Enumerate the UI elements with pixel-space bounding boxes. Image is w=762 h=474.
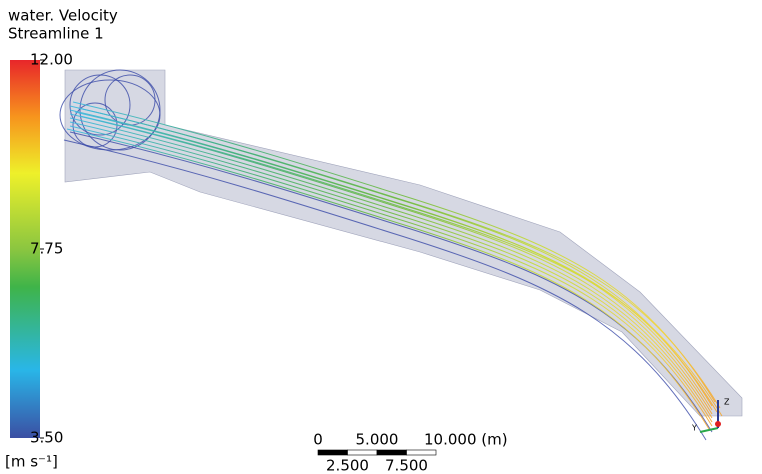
scale-label: 10.000 (m) <box>424 431 508 449</box>
scale-segment <box>406 449 437 456</box>
scale-label: 7.500 <box>385 457 428 474</box>
scale-segment <box>376 449 407 456</box>
scale-segment <box>317 449 348 456</box>
streamlines <box>59 69 723 441</box>
scale-label: 2.500 <box>326 457 369 474</box>
scale-bar: 02.500 5.000 7.500 10.000 (m) <box>313 431 507 474</box>
legend-tick-label: 12.00 <box>30 51 73 69</box>
legend-tick-label: 3.50 <box>30 429 63 447</box>
legend-tick-label: 7.75 <box>30 240 63 258</box>
legend-title: water. Velocity <box>8 7 118 25</box>
legend-unit: [m s⁻¹] <box>5 453 58 471</box>
legend-subtitle: Streamline 1 <box>8 25 104 43</box>
scale-label: 5.000 <box>356 431 399 449</box>
axis-label: Z <box>724 398 730 407</box>
axis-triad: Y Z <box>691 398 730 433</box>
domain <box>64 69 743 417</box>
axis-label: Y <box>691 424 697 433</box>
scale-label: 0 <box>313 431 323 449</box>
color-bar <box>10 60 40 438</box>
scale-segment <box>347 449 378 456</box>
